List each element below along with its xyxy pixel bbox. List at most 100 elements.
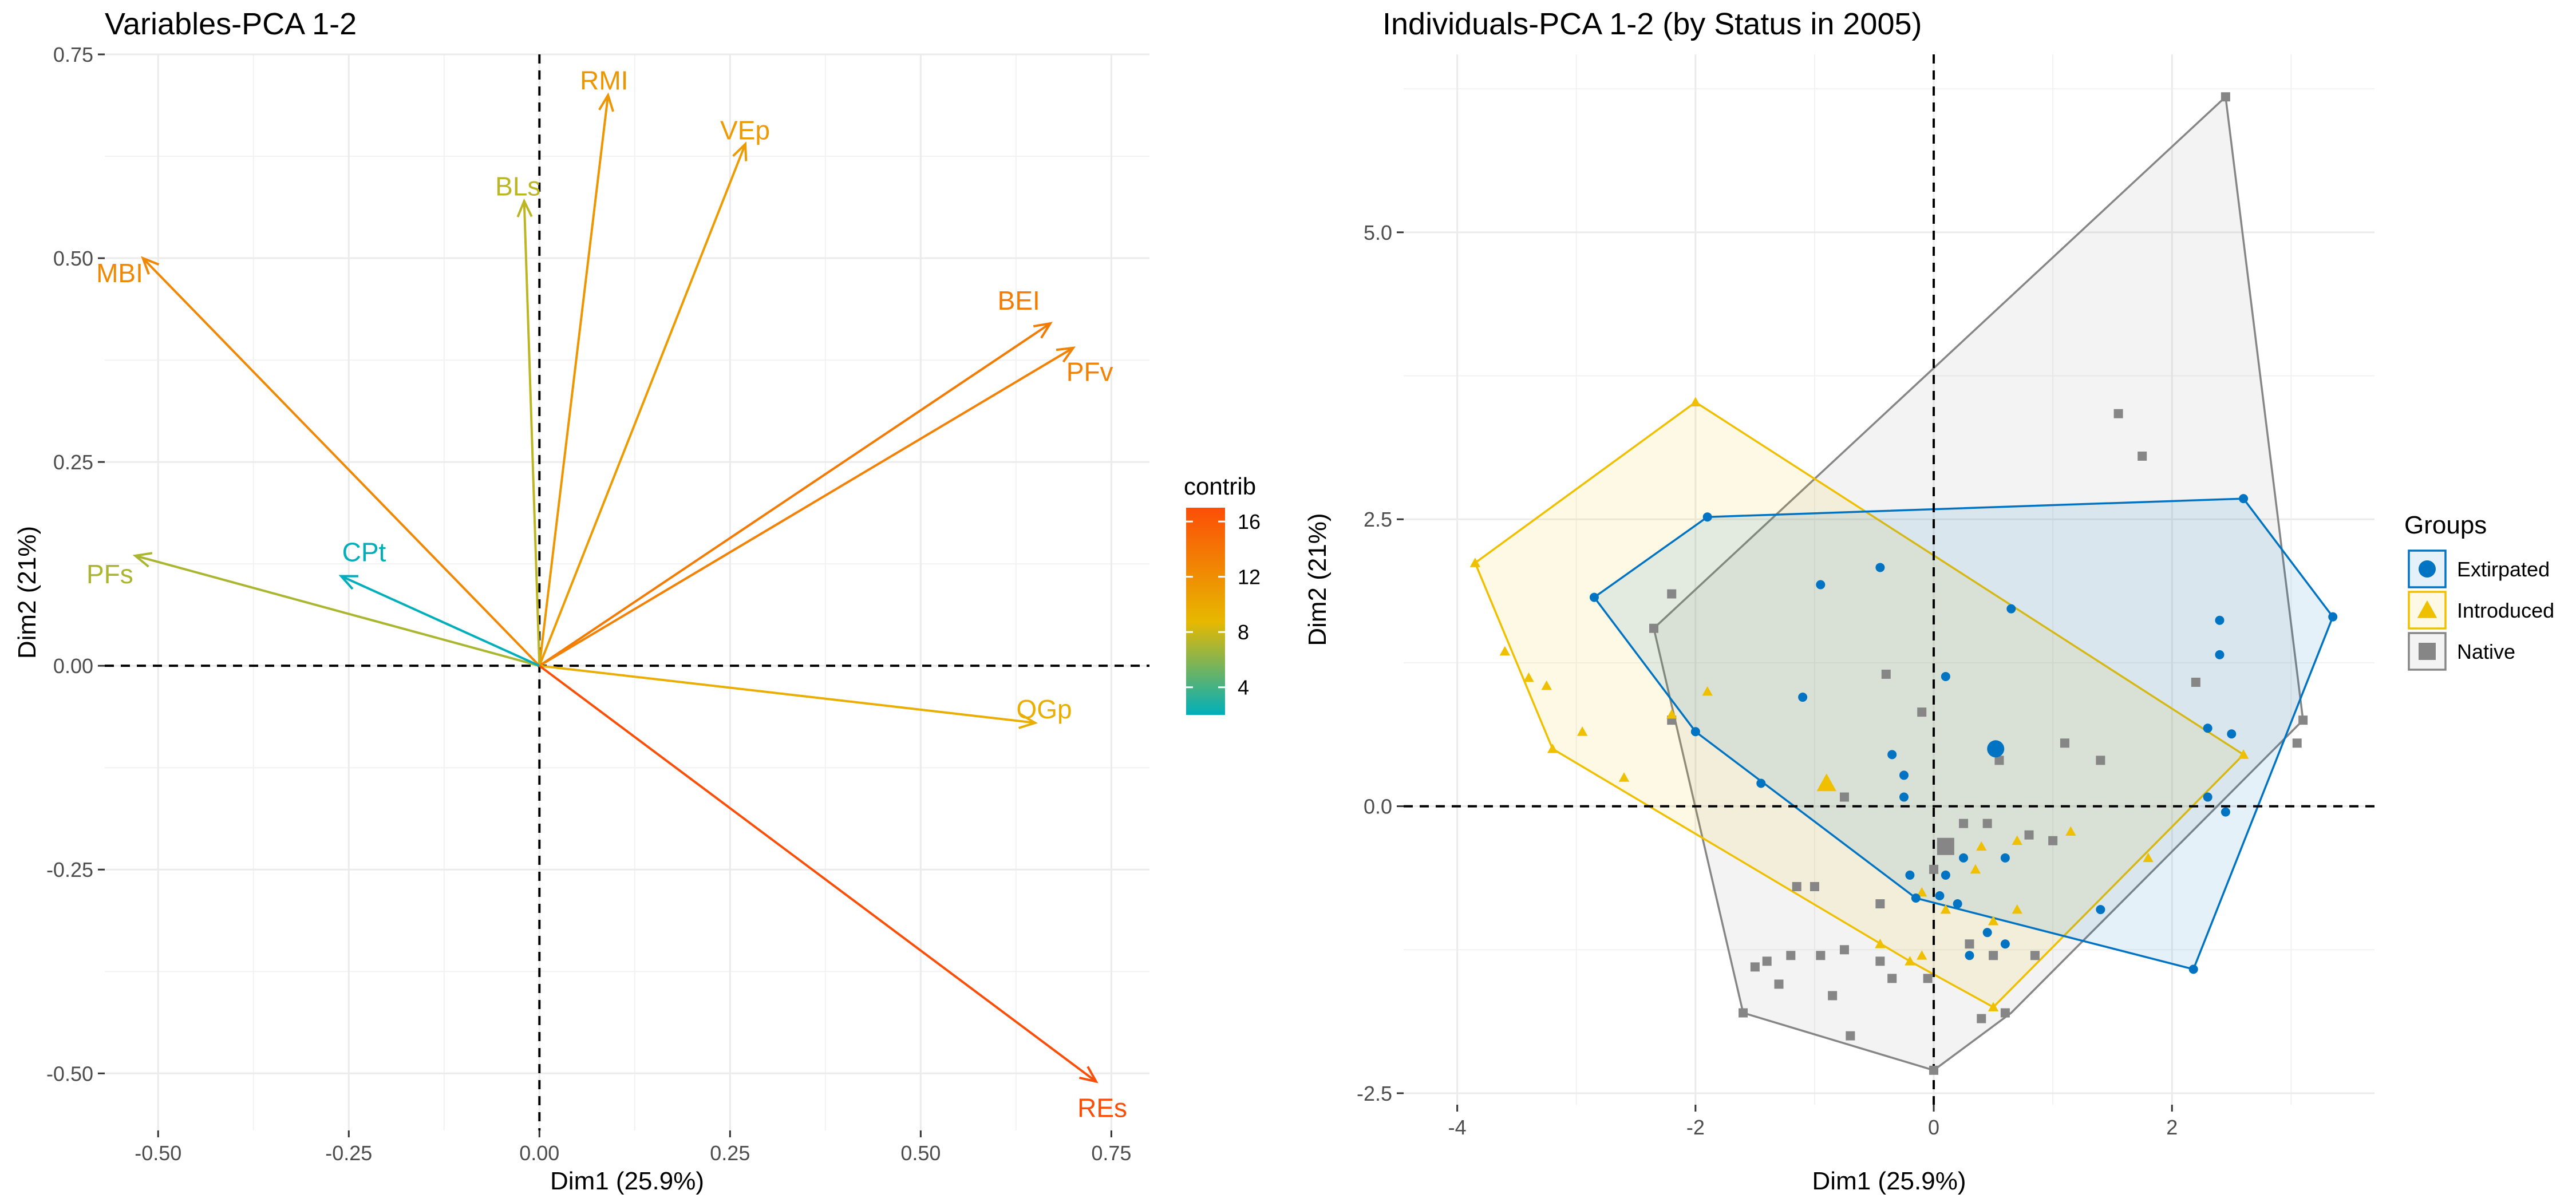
- arrow-rmi: [538, 94, 610, 666]
- group-centroids: [1816, 740, 2005, 855]
- point-extirpated: [1953, 899, 1962, 909]
- point-native: [1929, 864, 1939, 874]
- point-introduced: [1577, 726, 1588, 736]
- point-introduced: [1988, 915, 1999, 926]
- point-extirpated: [1756, 778, 1766, 788]
- point-extirpated: [2203, 723, 2212, 733]
- arrowhead-vep: [732, 141, 748, 161]
- point-native: [1887, 974, 1897, 983]
- centroid-extirpated: [1987, 740, 2005, 758]
- point-native: [1994, 756, 2004, 765]
- point-native: [2096, 756, 2105, 765]
- centroid-native: [1937, 837, 1954, 855]
- reference-lines: [105, 54, 1149, 1130]
- point-native: [2000, 1008, 2010, 1018]
- point-extirpated: [1798, 693, 1808, 702]
- point-introduced: [1618, 772, 1630, 782]
- point-extirpated: [1911, 893, 1921, 903]
- point-native: [1923, 974, 1933, 983]
- point-native: [2138, 451, 2147, 461]
- point-extirpated: [1875, 563, 1885, 572]
- contrib-legend: contrib 4 8 12 16: [1184, 473, 1261, 715]
- x-tick-label: 0.00: [519, 1141, 559, 1165]
- legend-tick-label: 16: [1238, 510, 1261, 533]
- grid-lines: [1404, 54, 2374, 1105]
- x-tick-label: 2: [2166, 1116, 2178, 1139]
- point-extirpated: [1905, 870, 1915, 880]
- point-native: [1839, 945, 1849, 955]
- point-native: [1739, 1008, 1748, 1018]
- legend-marker-introduced: [2417, 600, 2437, 618]
- point-extirpated: [2227, 729, 2237, 739]
- point-native: [1649, 623, 1659, 633]
- arrowhead-bei: [1033, 322, 1053, 339]
- legend-label-extirpated: Extirpated: [2457, 557, 2550, 581]
- point-native: [2292, 738, 2302, 748]
- point-introduced: [1976, 841, 1987, 851]
- point-native: [1965, 939, 1974, 949]
- point-extirpated: [2006, 604, 2016, 614]
- point-extirpated: [1982, 928, 1992, 938]
- label-pfs: PFs: [86, 559, 133, 589]
- point-introduced: [2065, 826, 2076, 836]
- label-rmi: RMI: [580, 65, 628, 95]
- x-axis-label: Dim1 (25.9%): [550, 1167, 704, 1195]
- point-extirpated: [2239, 494, 2249, 504]
- point-native: [1929, 1065, 1939, 1075]
- point-introduced: [1523, 672, 1534, 682]
- point-native: [1959, 819, 1969, 828]
- y-tick-label: 2.5: [1364, 508, 1392, 531]
- x-axis-label: Dim1 (25.9%): [1812, 1167, 1966, 1195]
- point-extirpated: [1941, 870, 1950, 880]
- chart-title: Individuals-PCA 1-2 (by Status in 2005): [1382, 7, 1922, 41]
- point-extirpated: [2000, 853, 2010, 863]
- label-cpt: CPt: [342, 537, 386, 567]
- x-tick-label: -0.50: [135, 1141, 181, 1165]
- point-extirpated: [1589, 592, 1599, 602]
- y-tick-label: -2.5: [1357, 1082, 1392, 1105]
- arrow-res: [539, 665, 1097, 1083]
- legend-ticks: 4 8 12 16: [1186, 510, 1261, 699]
- point-extirpated: [2096, 905, 2105, 915]
- arrow-pfs: [135, 554, 540, 667]
- y-tick-label: 0.25: [53, 450, 93, 474]
- point-native: [1917, 707, 1927, 717]
- point-extirpated: [2221, 807, 2230, 817]
- reference-lines: [1404, 54, 2374, 1105]
- point-native: [1977, 1014, 1986, 1023]
- point-extirpated: [2215, 650, 2225, 659]
- data-points: [1469, 92, 2338, 1075]
- y-tick-label: 0.0: [1364, 795, 1392, 819]
- legend-tick-label: 4: [1238, 676, 1249, 699]
- x-tick-label: 0.25: [710, 1141, 750, 1165]
- arrow-pfv: [539, 347, 1074, 667]
- point-native: [1750, 962, 1760, 972]
- y-tick-label: 0.00: [53, 654, 93, 678]
- point-introduced: [2143, 852, 2154, 863]
- point-native: [1846, 1031, 1855, 1041]
- point-native: [1982, 819, 1992, 828]
- x-tick-label: 0.75: [1091, 1141, 1131, 1165]
- legend-tick-label: 12: [1238, 566, 1261, 589]
- point-introduced: [2012, 835, 2022, 845]
- point-native: [2191, 677, 2200, 687]
- y-tick-label: 0.75: [53, 43, 93, 66]
- point-introduced: [1940, 904, 1951, 914]
- y-tick-label: -0.50: [46, 1062, 93, 1085]
- point-extirpated: [1690, 727, 1700, 737]
- point-native: [1875, 956, 1885, 966]
- point-introduced: [1917, 950, 1927, 960]
- legend-marker-native: [2419, 643, 2436, 660]
- x-tick-label: 0.50: [900, 1141, 941, 1165]
- point-extirpated: [1935, 891, 1945, 901]
- groups-legend: Groups Extirpated Introduced Native: [2404, 511, 2554, 671]
- x-tick-label: 0: [1928, 1116, 1939, 1139]
- point-introduced: [1917, 887, 1927, 897]
- point-extirpated: [2328, 612, 2338, 622]
- chart-title: Variables-PCA 1-2: [105, 7, 357, 41]
- point-extirpated: [1702, 512, 1712, 522]
- point-extirpated: [1965, 951, 1974, 960]
- centroid-introduced: [1816, 773, 1836, 792]
- arrow-bei: [539, 322, 1051, 667]
- point-native: [1881, 669, 1891, 679]
